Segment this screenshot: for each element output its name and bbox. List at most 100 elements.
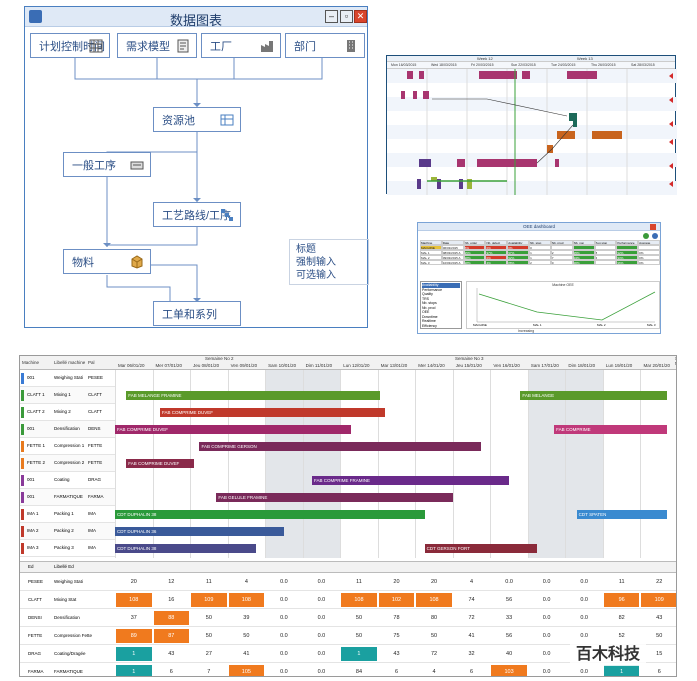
- g2-bar[interactable]: CDT GERSON FORT: [424, 544, 538, 553]
- box-dept[interactable]: 部门: [285, 33, 365, 58]
- g2-bar[interactable]: FAB COMPRIME DUVEF: [115, 425, 352, 434]
- g2-table-cell: 82: [603, 611, 640, 625]
- dash-header-cell: Date: [441, 240, 464, 245]
- minimize-button[interactable]: –: [325, 10, 338, 23]
- g2-table-row: [20, 645, 676, 663]
- box-req-label: 需求模型: [126, 40, 170, 53]
- dash-list[interactable]: Availability Performance Quality TRS Nb. sto…: [420, 281, 462, 329]
- g2-table-cell: 1: [116, 665, 152, 676]
- dash-list-item[interactable]: Realtime: [422, 319, 436, 323]
- g2-header-cell: Libellé machine: [54, 360, 86, 365]
- g2-table-cell: 7: [191, 665, 227, 676]
- g2-row[interactable]: [20, 455, 115, 472]
- g2-bar[interactable]: FAB COMPRIME DUVEF: [126, 459, 194, 468]
- g2-row-color-chip: [21, 475, 24, 486]
- box-plan[interactable]: 计划控制时间: [30, 33, 110, 58]
- g2-row-id: 001: [27, 375, 35, 380]
- dash-list-item[interactable]: Quality: [422, 292, 433, 296]
- dash-x-3: MAL 3: [647, 323, 656, 327]
- gantt1-day-row: Mon 16/03/2015 Wed 18/03/2015 Fri 20/03/…: [387, 62, 675, 69]
- dash-cell: 0%: [638, 250, 660, 255]
- g2-day-label: Sam 10/01/20: [268, 363, 297, 368]
- dash-header-cell: Machine: [420, 240, 442, 245]
- dash-list-item[interactable]: Nb. prod: [422, 305, 436, 310]
- flowchart-window: 数据图表 – ▫ ✕ 计划控制时间 需求模型 工厂 部门 资源池 一般工序 工艺…: [24, 6, 369, 328]
- box-factory[interactable]: 工厂: [201, 33, 281, 58]
- g2-bar[interactable]: FAB COMPRIME DUVEF: [160, 408, 386, 417]
- g2-bar[interactable]: CDT DUPHALIN 38: [115, 544, 256, 553]
- dash-cell: 8: [594, 250, 617, 255]
- g2-row[interactable]: [20, 370, 115, 387]
- g2-table-cell: 43: [153, 647, 190, 661]
- dash-cell: 0: [529, 245, 551, 250]
- g2-row[interactable]: [20, 438, 115, 455]
- g2-row[interactable]: [20, 540, 115, 557]
- dash-list-item[interactable]: OEE: [422, 310, 430, 314]
- g2-day-label: Mer 07/01/20: [155, 363, 183, 368]
- dash-cell: 2: [529, 260, 551, 265]
- g2-bar[interactable]: FAB MELANGE: [520, 391, 667, 400]
- g2-table-cell: 109: [641, 593, 676, 607]
- g2-row[interactable]: [20, 489, 115, 506]
- box-req[interactable]: 需求模型: [117, 33, 197, 58]
- g2-table-cell: 50: [341, 611, 377, 625]
- legend-title: 标题: [296, 244, 316, 255]
- g2-row-color-chip: [21, 390, 24, 401]
- box-resource[interactable]: 资源池: [153, 107, 241, 132]
- box-process[interactable]: 工艺路线/工序: [153, 202, 241, 227]
- dash-chart-title: Machine OEE: [552, 283, 574, 287]
- g2-table-cell: 22: [641, 575, 676, 589]
- g2-table-cell: 72: [416, 647, 452, 661]
- legend: 标题 强制输入 可选输入: [289, 239, 369, 285]
- gantt-large: Machine Libellé machine Pal Semaine No 2 Sem…: [19, 355, 677, 677]
- g2-row[interactable]: [20, 506, 115, 523]
- box-process-label: 工艺路线/工序: [162, 209, 232, 222]
- g2-row-color-chip: [21, 509, 24, 520]
- g2-table-cell: 37: [116, 611, 152, 625]
- gantt1-week-1: Week 13: [577, 56, 593, 61]
- g2-bar[interactable]: FAB COMPRIME GERSON: [199, 442, 481, 451]
- dash-cell: 92%: [507, 255, 530, 260]
- g2-bar[interactable]: CDT DUPHALIN 36: [115, 527, 284, 536]
- g2-bar[interactable]: FAB COMPRIME: [554, 425, 667, 434]
- dash-cell: MACHINE: [420, 245, 442, 250]
- dash-list-item[interactable]: Efficiency: [422, 323, 437, 328]
- box-order[interactable]: 工单和系列: [153, 301, 241, 326]
- g2-row-color-chip: [21, 492, 24, 503]
- dash-list-item[interactable]: Downtime: [422, 314, 438, 319]
- g2-row[interactable]: [20, 472, 115, 489]
- dash-list-item[interactable]: Availability: [422, 283, 460, 288]
- g2-row[interactable]: [20, 421, 115, 438]
- g2-table-cell: 20: [416, 575, 452, 589]
- g2-bar[interactable]: FAB GELULE FRAMINE: [216, 493, 453, 502]
- g2-table-cell: 108: [341, 593, 377, 607]
- box-material[interactable]: 物料: [63, 249, 151, 274]
- print-icon[interactable]: [643, 233, 649, 239]
- close-button[interactable]: ✕: [354, 10, 367, 23]
- box-general[interactable]: 一般工序: [63, 152, 151, 177]
- g2-bar[interactable]: FAB COMPRIME FRAMINE: [312, 476, 510, 485]
- dash-list-item[interactable]: TRS: [422, 296, 429, 301]
- dash-list-item[interactable]: Performance: [422, 287, 443, 292]
- g2-row[interactable]: [20, 387, 115, 404]
- g2-bar[interactable]: CDT DUPHALIN 38: [115, 510, 425, 519]
- g2-row-code: FETTE: [88, 460, 103, 465]
- maximize-button[interactable]: ▫: [340, 10, 353, 23]
- dash-cell: [616, 245, 639, 250]
- g2-table-code: PESEE: [28, 579, 44, 584]
- dash-cell: 5: [594, 255, 617, 260]
- help-icon[interactable]: [652, 233, 658, 239]
- g2-bar[interactable]: FAB MELANGE FRAMINE: [126, 391, 380, 400]
- dash-list-item[interactable]: Nb. stops: [422, 301, 437, 305]
- g2-table-cell: 103: [491, 665, 527, 676]
- g2-row[interactable]: [20, 523, 115, 540]
- g2-row[interactable]: [20, 404, 115, 421]
- g2-row-color-chip: [21, 424, 24, 435]
- g2-day-column: [340, 370, 378, 558]
- box-material-label: 物料: [72, 256, 94, 269]
- g2-bar[interactable]: CDT SPATEN: [576, 510, 667, 519]
- legend-required: 强制输入: [296, 257, 336, 268]
- dash-close-button[interactable]: [650, 224, 656, 230]
- g2-row-code: CLATT: [88, 409, 102, 414]
- gantt1-day-0: Mon 16/03/2015: [391, 63, 417, 67]
